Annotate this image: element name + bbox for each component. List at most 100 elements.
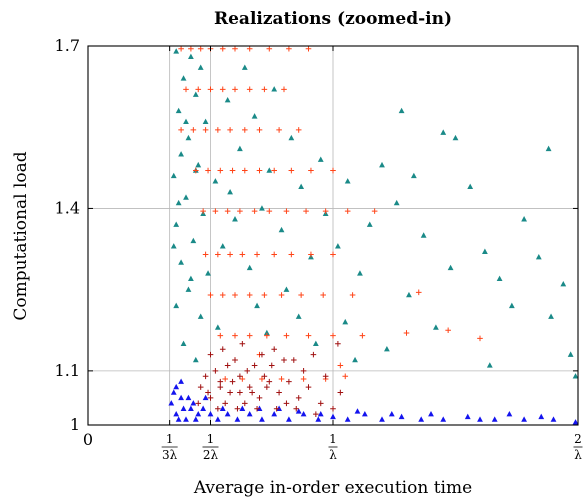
data-point-s0-58 — [482, 248, 488, 254]
data-point-s1-77 — [477, 335, 483, 342]
data-point-s2-7 — [175, 416, 182, 422]
data-point-s0-61 — [521, 216, 527, 222]
x-tick-numerator-3: 1 — [329, 432, 337, 446]
data-point-s3-40 — [205, 389, 211, 396]
data-point-s3-7 — [266, 378, 273, 385]
data-point-s1-45 — [322, 208, 329, 214]
data-point-s2-5 — [195, 410, 202, 417]
data-point-s1-57 — [207, 292, 214, 298]
data-point-s1-46 — [344, 208, 351, 214]
data-point-s0-9 — [195, 161, 202, 168]
data-point-s2-38 — [219, 405, 226, 411]
data-point-s1-0 — [178, 45, 184, 52]
data-point-s1-11 — [195, 86, 202, 93]
data-point-s3-12 — [242, 400, 248, 407]
data-point-s1-74 — [359, 332, 366, 339]
x-tick-label-2: 12λ — [202, 432, 219, 462]
data-point-s0-42 — [283, 286, 290, 292]
data-point-s1-41 — [251, 208, 258, 214]
data-point-s1-40 — [237, 208, 243, 214]
data-point-s3-9 — [212, 368, 219, 374]
data-point-s1-39 — [224, 208, 231, 214]
x-tick-label-4: 2λ — [573, 432, 583, 462]
data-point-s3-35 — [330, 405, 336, 412]
data-point-s1-53 — [271, 251, 277, 258]
data-point-s1-23 — [242, 127, 248, 133]
data-point-s2-30 — [491, 416, 498, 422]
data-point-s1-60 — [246, 292, 253, 298]
data-point-s0-29 — [259, 205, 265, 211]
data-point-s1-2 — [197, 45, 204, 52]
data-point-s0-33 — [266, 167, 273, 173]
data-point-s1-37 — [200, 208, 206, 214]
data-point-s0-40 — [254, 302, 260, 309]
data-point-s3-39 — [291, 357, 297, 363]
data-point-s1-58 — [219, 292, 226, 298]
data-point-s0-50 — [379, 161, 385, 168]
data-point-s1-82 — [300, 376, 307, 382]
data-point-s2-48 — [506, 410, 513, 417]
data-point-s2-8 — [180, 405, 187, 411]
data-point-s2-24 — [361, 410, 368, 417]
data-point-s1-67 — [217, 332, 224, 339]
y-tick-label-3: 1.7 — [55, 36, 80, 55]
data-point-s3-14 — [261, 373, 268, 380]
data-point-s1-70 — [264, 332, 270, 339]
data-point-s0-5 — [175, 107, 182, 114]
data-point-s2-12 — [207, 410, 214, 417]
data-point-s0-6 — [202, 118, 209, 124]
data-point-s2-21 — [315, 416, 322, 422]
series-1 — [178, 45, 483, 382]
data-point-s1-64 — [320, 292, 326, 298]
data-point-s3-3 — [227, 389, 233, 396]
data-point-s1-32 — [256, 167, 263, 174]
data-point-s0-20 — [173, 302, 180, 309]
data-point-s3-31 — [254, 405, 260, 412]
data-point-s2-22 — [330, 413, 336, 420]
data-point-s0-17 — [178, 259, 184, 265]
data-point-s0-14 — [173, 221, 180, 227]
data-point-s0-51 — [393, 199, 400, 206]
data-point-s3-17 — [295, 395, 302, 401]
data-point-s2-13 — [214, 416, 221, 422]
data-point-s1-63 — [298, 292, 304, 298]
data-point-s2-42 — [295, 408, 302, 414]
data-point-s1-6 — [246, 45, 253, 52]
data-point-s3-32 — [273, 405, 280, 412]
data-point-s1-84 — [342, 373, 349, 380]
data-point-s1-21 — [215, 127, 221, 133]
data-point-s0-8 — [178, 151, 184, 157]
data-point-s2-9 — [185, 394, 192, 401]
data-point-s1-10 — [183, 86, 189, 93]
data-point-s2-37 — [202, 394, 209, 401]
data-point-s0-53 — [420, 232, 427, 238]
data-point-s0-16 — [219, 243, 226, 249]
data-point-s0-34 — [278, 226, 285, 233]
data-point-s3-25 — [300, 368, 307, 374]
data-point-s2-45 — [388, 410, 395, 417]
data-point-s1-61 — [261, 292, 268, 298]
data-point-s1-65 — [349, 292, 356, 298]
x-tick-label-0: 0 — [83, 430, 93, 449]
data-point-s0-71 — [410, 172, 417, 179]
data-point-s0-4 — [192, 91, 199, 97]
data-point-s3-42 — [249, 389, 255, 396]
data-point-s1-78 — [222, 376, 228, 382]
y-axis-label: Computational load — [11, 151, 31, 320]
data-point-s2-27 — [418, 416, 425, 422]
data-point-s2-19 — [286, 416, 292, 422]
data-point-s0-26 — [237, 145, 243, 152]
data-point-s1-72 — [305, 332, 312, 339]
data-point-s0-1 — [188, 53, 194, 60]
data-point-s0-78 — [183, 118, 189, 124]
x-tick-denominator-1: 3λ — [162, 448, 178, 462]
data-point-s2-14 — [224, 410, 231, 417]
data-point-s1-69 — [246, 332, 253, 339]
series-0 — [170, 48, 579, 379]
data-point-s3-13 — [251, 362, 258, 369]
data-point-s2-36 — [190, 400, 197, 406]
data-point-s3-24 — [281, 357, 287, 363]
data-point-s2-23 — [344, 416, 351, 422]
data-point-s3-43 — [264, 384, 270, 390]
data-point-s1-47 — [371, 208, 378, 214]
